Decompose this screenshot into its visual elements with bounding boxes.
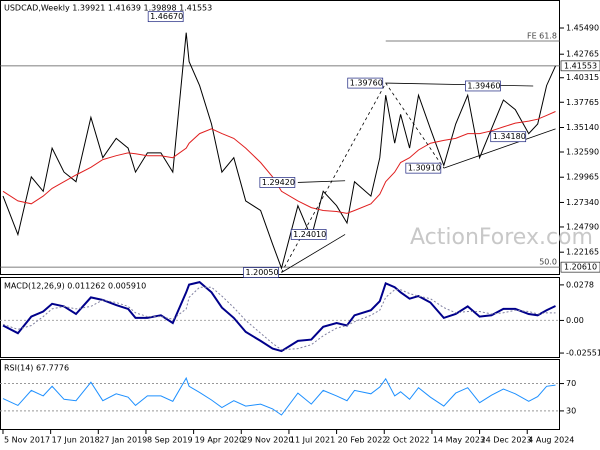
x-tick-label: 19 Apr 2020 [195, 436, 244, 445]
annotation-box [290, 229, 327, 240]
y-tick-label: 70 [566, 379, 576, 388]
annotation-label: 1.24010 [293, 230, 326, 239]
y-tick-label: 30 [566, 406, 576, 415]
trendline [297, 180, 346, 183]
rsi-panel [0, 359, 560, 430]
x-tick-label: 11 Jul 2021 [290, 436, 335, 445]
y-tick-label: 1.32590 [566, 147, 599, 156]
annotation-box [465, 80, 501, 92]
annotation-label: 1.34180 [493, 132, 526, 141]
level-label: 50.0 [539, 258, 557, 267]
series-line [2, 286, 556, 351]
macd-panel [0, 277, 560, 358]
trendline [443, 128, 556, 169]
level-label: FE 61.8 [527, 31, 557, 40]
annotation-box [147, 11, 184, 23]
y-tick-label: 1.42765 [566, 50, 599, 59]
x-tick-label: 20 Feb 2022 [338, 436, 388, 445]
y-tick-label: 1.37765 [566, 98, 599, 107]
annotation-label: 1.30910 [408, 164, 441, 173]
annotation-label: 1.29420 [262, 178, 295, 187]
x-tick-label: 14 May 2023 [433, 436, 485, 445]
panel-title: USDCAD,Weekly 1.39921 1.41639 1.39898 1.… [4, 4, 212, 13]
y-tick-label: 0.0278 [566, 280, 594, 289]
y-tick-label: 1.40315 [566, 73, 599, 82]
panel-title: RSI(14) 67.7776 [4, 364, 69, 373]
y-tick-label: 1.24790 [566, 222, 599, 231]
series-line [2, 281, 556, 353]
series-line [2, 111, 556, 214]
annotation-box [347, 77, 384, 89]
annotation-label: 1.39460 [467, 81, 500, 90]
y-tick-label: -0.025511 [566, 349, 600, 358]
annotation-label: 1.46670 [150, 12, 183, 21]
annotation-label: 1.20050 [245, 268, 278, 277]
trendline [281, 82, 445, 273]
annotation-box [243, 267, 279, 278]
level-tag-label: 1.20610 [564, 263, 597, 272]
x-tick-label: 17 Jun 2018 [52, 436, 100, 445]
annotation-box [490, 131, 527, 143]
x-tick-label: 27 Jan 2019 [99, 436, 147, 445]
watermark: ActionForex.com [410, 225, 593, 250]
x-tick-label: 2 Oct 2022 [385, 436, 429, 445]
trendline [385, 82, 534, 87]
y-tick-label: 1.45490 [566, 24, 599, 33]
series-line [2, 376, 556, 416]
y-tick-label: 1.22165 [566, 248, 599, 257]
x-tick-label: 24 Dec 2023 [481, 436, 532, 445]
y-tick-label: 0.00 [566, 316, 584, 325]
annotation-box [259, 177, 296, 188]
price-panel [0, 0, 560, 275]
annotation-box [405, 162, 442, 174]
last-price-tag [560, 60, 600, 72]
x-tick-label: 4 Aug 2024 [528, 436, 574, 445]
x-tick-label: 29 Nov 2020 [242, 436, 293, 445]
y-tick-label: 1.35140 [566, 123, 599, 132]
x-tick-label: 8 Sep 2019 [147, 436, 193, 445]
panel-title: MACD(12,26,9) 0.011262 0.005910 [4, 282, 146, 291]
trendline [281, 234, 346, 273]
x-tick-label: 5 Nov 2017 [4, 436, 50, 445]
annotation-label: 1.39760 [350, 79, 383, 88]
level-tag [560, 261, 600, 273]
y-tick-label: 1.27340 [566, 198, 599, 207]
last-price-label: 1.41553 [564, 61, 597, 70]
series-line [2, 32, 556, 270]
y-tick-label: 1.29965 [566, 173, 599, 182]
